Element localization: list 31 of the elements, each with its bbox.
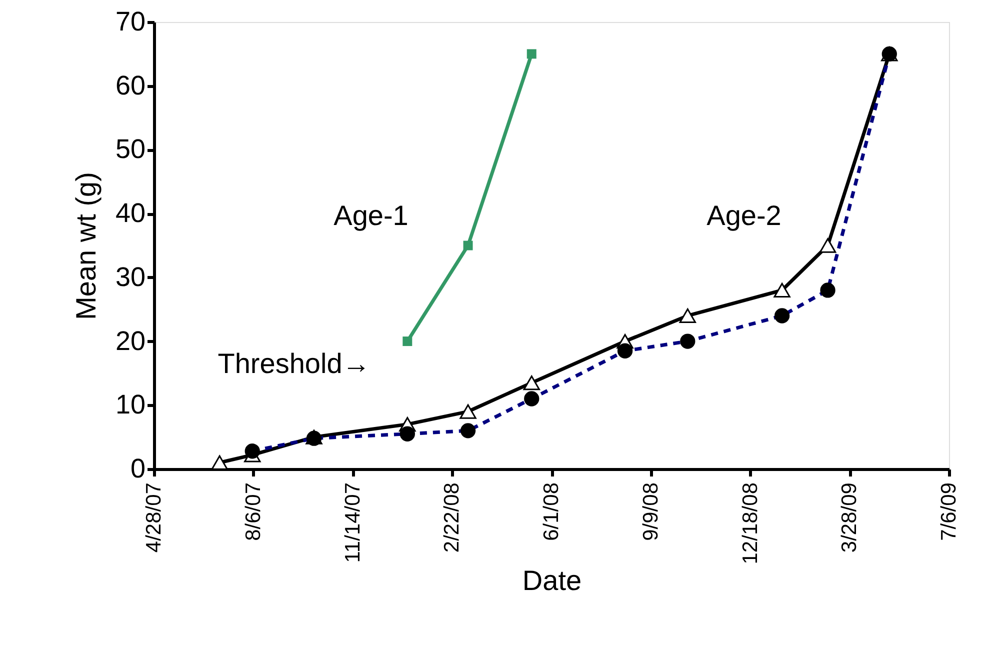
annotation: Age-1 [334, 200, 408, 231]
x-tick-label: 4/28/07 [142, 482, 166, 553]
y-tick-label: 60 [115, 70, 146, 100]
y-tick-label: 0 [130, 454, 146, 484]
point [463, 240, 473, 250]
point [526, 49, 536, 59]
annotation: Age-2 [706, 200, 782, 231]
y-tick-label: 30 [115, 262, 146, 292]
x-axis-title: Date [522, 565, 582, 596]
point [523, 375, 540, 390]
point [402, 336, 412, 346]
point [460, 404, 476, 419]
y-tick-label: 50 [115, 134, 146, 164]
point [819, 238, 836, 253]
annotation: Threshold→ [218, 348, 370, 379]
x-tick-label: 11/14/07 [341, 482, 364, 563]
x-tick-label: 6/1/08 [540, 482, 563, 541]
y-tick-label: 40 [115, 198, 146, 228]
y-tick-label: 20 [115, 326, 146, 356]
point [774, 282, 790, 298]
x-tick-label: 8/6/07 [242, 482, 265, 541]
x-tick-label: 9/9/08 [639, 482, 662, 541]
x-tick-label: 2/22/08 [440, 482, 464, 553]
point [211, 455, 228, 470]
y-tick-label: 70 [115, 6, 146, 36]
x-tick-label: 12/18/08 [738, 482, 762, 564]
x-tick-label: 3/28/09 [838, 482, 862, 553]
x-tick-label: 7/6/09 [938, 482, 960, 541]
y-tick-label: 10 [115, 390, 146, 420]
point [679, 308, 696, 324]
y-axis-title: Mean wt (g) [70, 172, 102, 320]
